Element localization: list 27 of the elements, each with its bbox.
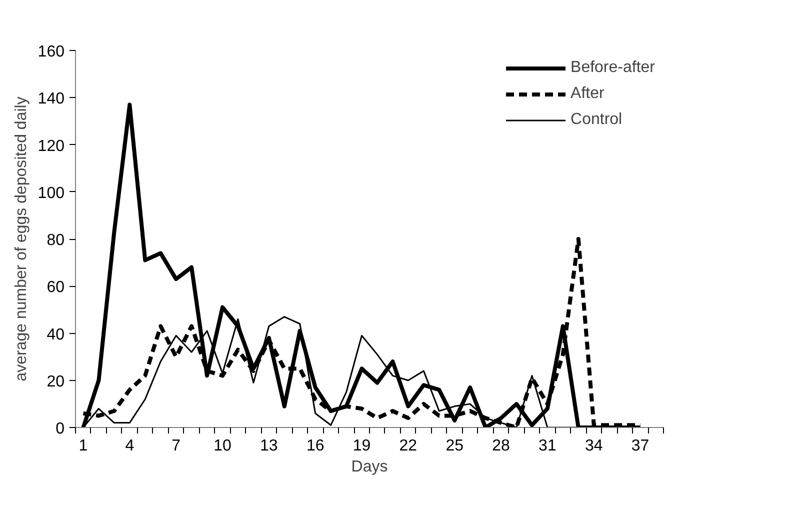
x-tick-label: 1	[78, 438, 88, 454]
x-tick-label: 25	[446, 438, 464, 454]
y-tick-label: 80	[46, 232, 65, 249]
legend-label: Before-after	[570, 59, 655, 77]
y-tick-label: 120	[38, 138, 65, 155]
x-tick-label: 22	[399, 438, 418, 454]
x-tick-label: 16	[306, 438, 324, 454]
legend-label: Control	[570, 111, 622, 129]
x-tick-label: 34	[584, 438, 603, 454]
y-tick-label: 60	[46, 279, 65, 296]
x-tick-label: 19	[352, 438, 371, 454]
legend-label: After	[570, 85, 604, 103]
y-tick-label: 100	[38, 184, 65, 202]
x-tick-label: 7	[172, 438, 181, 454]
x-axis-title: Days	[351, 458, 388, 476]
y-tick-label: 20	[46, 373, 65, 390]
x-tick-label: 4	[125, 438, 134, 454]
x-tick-label: 13	[260, 438, 278, 454]
x-tick-label: 10	[214, 438, 232, 454]
y-tick-label: 0	[56, 420, 65, 438]
x-tick-label: 31	[538, 438, 556, 454]
x-tick-label: 28	[492, 438, 510, 454]
x-tick-label: 37	[631, 438, 650, 454]
y-axis-title: average number of eggs deposited daily	[12, 96, 30, 382]
y-tick-label: 40	[46, 326, 65, 344]
y-tick-label: 140	[38, 90, 65, 108]
y-tick-label: 160	[38, 44, 65, 60]
